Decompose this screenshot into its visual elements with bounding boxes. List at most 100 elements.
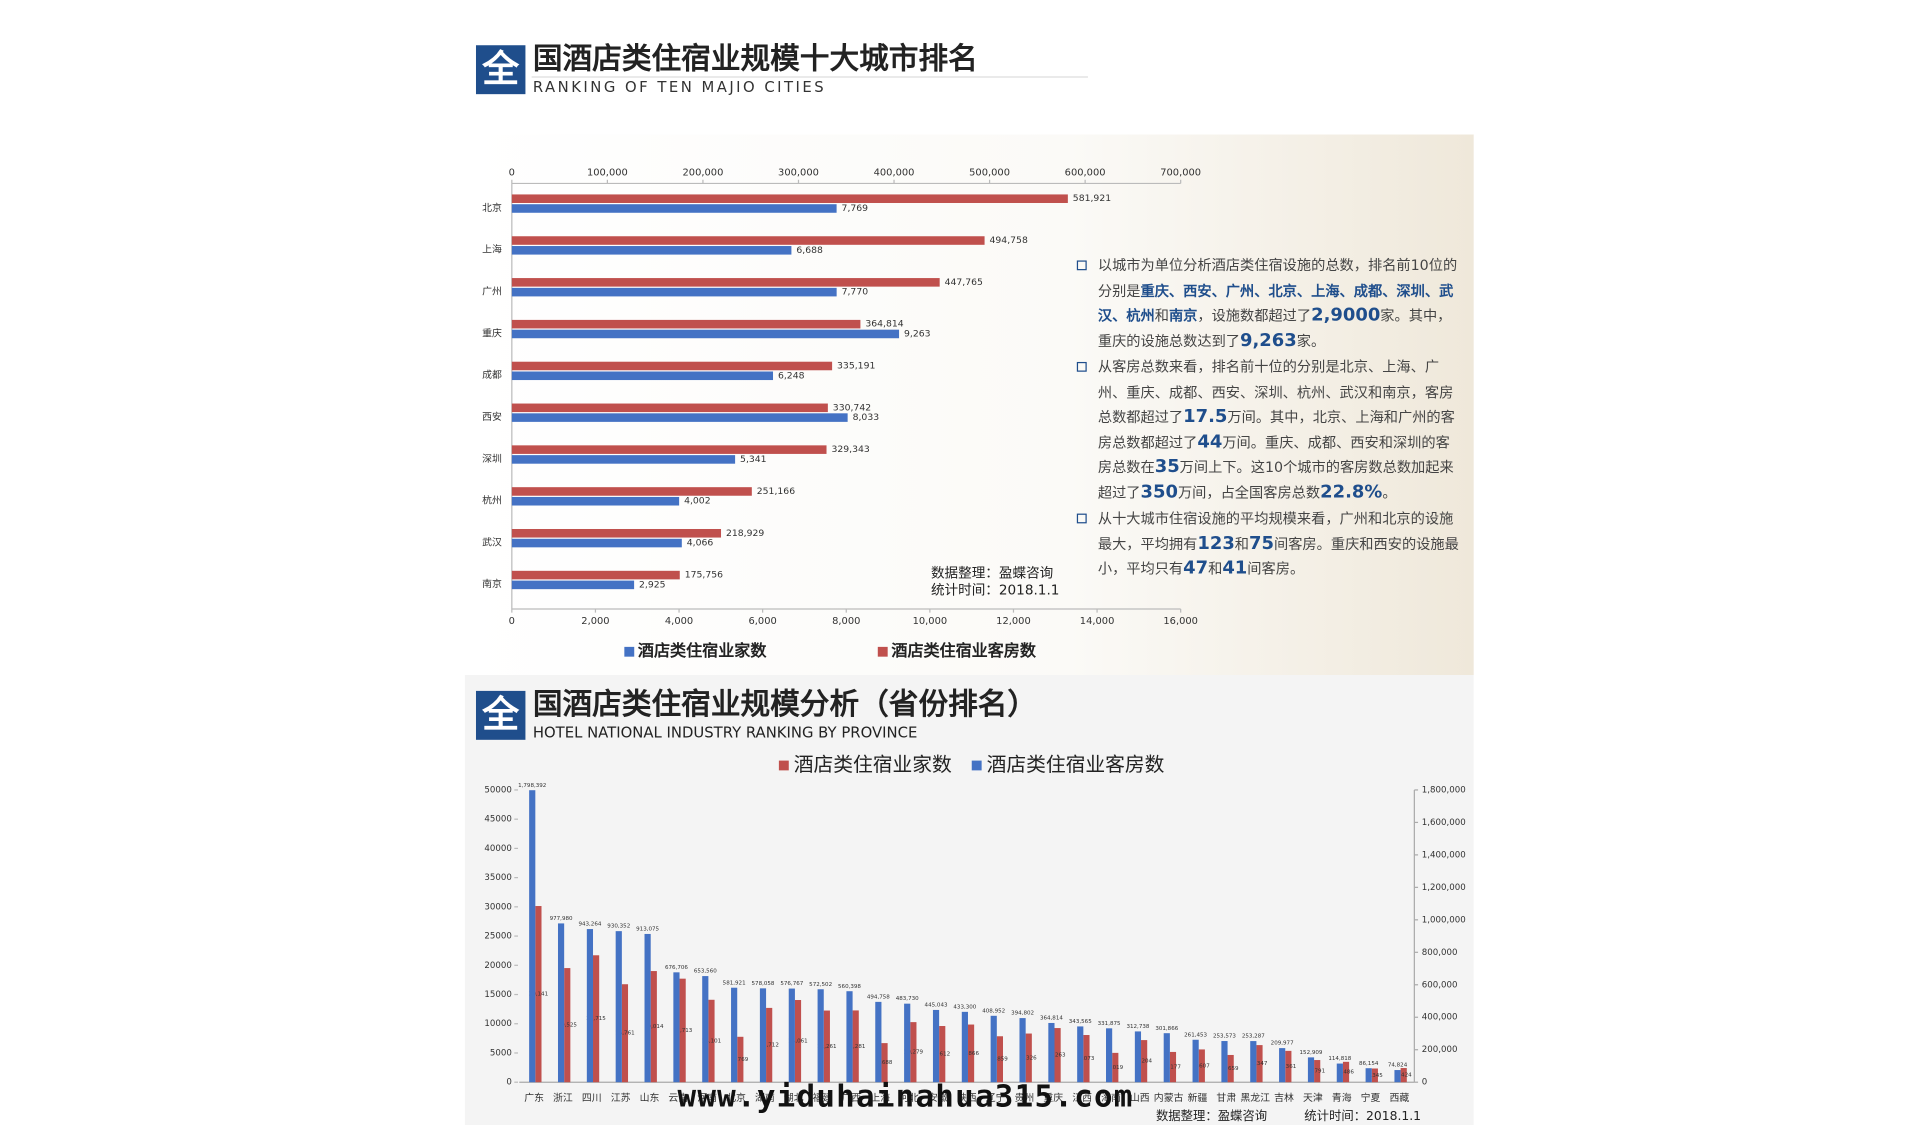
bar: [564, 968, 571, 1083]
value-label: 4,002: [684, 496, 711, 507]
x-tick-label: 重庆: [1043, 1091, 1063, 1104]
bar: [788, 988, 795, 1083]
value-label: 301,866: [1155, 1026, 1178, 1032]
bar: [511, 580, 635, 590]
bar: [1250, 1041, 1257, 1083]
notes-box: 以城市为单位分析酒店类住宿设施的总数，排名前10位的分别是重庆、西安、广州、北京…: [1073, 257, 1459, 577]
value-label: 21,715: [586, 1016, 606, 1022]
x-tick-label: 0: [509, 616, 515, 627]
bar: [1048, 1022, 1055, 1083]
value-label: 8,033: [853, 412, 880, 423]
bar: [511, 570, 680, 580]
note-text: ，设施数都超过了: [1197, 306, 1312, 325]
bar: [766, 1007, 773, 1083]
y2-tick-label: 1,400,000: [1422, 850, 1466, 860]
value-label: 3,486: [1338, 1070, 1354, 1076]
value-label: 6,248: [778, 370, 805, 381]
y2-tick-label: 1,800,000: [1422, 785, 1466, 795]
x-tick-label: 云南: [668, 1091, 688, 1104]
note-text: 和: [1154, 306, 1169, 325]
value-label: 408,952: [982, 1008, 1005, 1014]
bar: [511, 445, 827, 454]
bar: [511, 528, 722, 538]
title: 国酒店类住宿业规模分析（省份排名）: [533, 687, 1037, 721]
legend-swatch: [778, 760, 789, 771]
x-tick-label: 黑龙江: [1240, 1091, 1270, 1104]
value-label: 9,263: [1050, 1053, 1066, 1059]
x2-tick-label: 700,000: [1160, 167, 1201, 178]
value-label: 394,802: [1011, 1011, 1034, 1017]
value-label: 251,166: [757, 486, 795, 497]
bar: [702, 976, 709, 1083]
y2-tick-label: 0: [1422, 1078, 1427, 1088]
x-tick-label: 上海: [870, 1091, 890, 1104]
bar: [846, 991, 853, 1083]
bullet: [1076, 260, 1087, 271]
y2-tick-label: 1,000,000: [1422, 915, 1466, 925]
bar: [1365, 1068, 1372, 1083]
value-label: 253,287: [1242, 1034, 1265, 1040]
value-label: 14,101: [702, 1039, 721, 1045]
x-tick-label: 吉林: [1274, 1091, 1294, 1104]
bar: [511, 278, 940, 287]
date: 统计时间：2018.1.1: [931, 583, 1059, 599]
note-text: 从十大城市住宿设施的平均规模来看，广州和北京的设施最大，平均拥有: [1097, 509, 1454, 553]
bar: [586, 929, 594, 1083]
bar: [1141, 1040, 1148, 1083]
value-label: 447,765: [945, 277, 983, 288]
bar: [1169, 1051, 1177, 1083]
value-label: 10,279: [904, 1050, 924, 1056]
bar: [1336, 1063, 1343, 1083]
value-label: 4,066: [687, 538, 714, 549]
x-tick-label: 青海: [1332, 1091, 1352, 1104]
x-tick-label: 14,000: [1080, 616, 1115, 627]
y-tick-label: 重庆: [482, 326, 502, 339]
value-label: 494,758: [990, 235, 1028, 246]
note-text: 间客房。: [1247, 560, 1305, 578]
value-label: 5,177: [1165, 1065, 1181, 1071]
x-tick-label: 贵州: [1015, 1091, 1035, 1104]
bar: [511, 204, 837, 213]
y2-tick-label: 1,600,000: [1422, 818, 1466, 828]
y-tick-label: 25000: [484, 932, 511, 942]
value-label: 572,502: [809, 982, 832, 988]
note-emphasis: 9,263: [1240, 330, 1297, 351]
value-label: 74,824: [1388, 1063, 1408, 1069]
bar: [511, 361, 833, 371]
value-label: 8,073: [1078, 1056, 1094, 1062]
value-label: 581,921: [723, 980, 746, 986]
bar: [1227, 1054, 1234, 1083]
value-label: 560,398: [838, 984, 861, 990]
x-tick-label: 湖南: [755, 1091, 775, 1104]
value-label: 1,798,392: [518, 783, 546, 789]
bar: [679, 978, 686, 1083]
x-tick-label: 广东: [524, 1091, 544, 1104]
x2-tick-label: 0: [509, 167, 515, 178]
header: 全 国酒店类住宿业规模分析（省份排名） HOTEL NATIONAL INDUS…: [475, 687, 1037, 742]
bar: [511, 538, 682, 548]
bar: [1400, 1068, 1407, 1083]
bar: [881, 1043, 888, 1083]
legend-label: 酒店类住宿业家数: [794, 753, 952, 776]
y-tick-label: 5000: [490, 1049, 512, 1059]
x-tick-label: 8,000: [832, 616, 860, 627]
value-label: 19,525: [558, 1023, 578, 1029]
note-paragraph: 从十大城市住宿设施的平均规模来看，广州和北京的设施最大，平均拥有123和75间客…: [1073, 506, 1459, 577]
note-text: 家。其中，重庆的设施总数达到了: [1097, 306, 1452, 350]
value-label: 4,659: [1223, 1066, 1239, 1072]
bar: [511, 246, 792, 255]
x-tick-label: 江苏: [611, 1091, 631, 1104]
bar: [794, 1000, 802, 1083]
value-label: 253,573: [1213, 1034, 1236, 1040]
y-tick-label: 上海: [482, 243, 502, 256]
legend-swatch: [877, 646, 888, 657]
bar: [557, 923, 565, 1083]
note-text: 间客房。重庆和西安的设施最小，平均只有: [1097, 534, 1459, 578]
bar: [511, 194, 1068, 203]
x-tick-label: 河北: [899, 1092, 919, 1104]
x-tick-label: 宁夏: [1361, 1091, 1381, 1104]
x2-tick-label: 300,000: [778, 167, 819, 178]
legend-label: 酒店类住宿业家数: [638, 641, 767, 660]
subtitle: HOTEL NATIONAL INDUSTRY RANKING BY PROVI…: [533, 725, 917, 742]
